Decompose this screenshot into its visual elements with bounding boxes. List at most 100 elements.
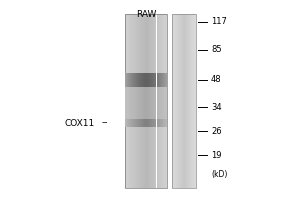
- Bar: [155, 119, 156, 127]
- Bar: [161, 87, 162, 119]
- Bar: [152, 14, 153, 188]
- Bar: [133, 73, 134, 87]
- Text: (kD): (kD): [211, 170, 227, 180]
- Bar: [128, 87, 129, 119]
- Bar: [140, 87, 141, 119]
- Bar: [165, 119, 166, 127]
- Bar: [134, 73, 135, 87]
- Bar: [153, 119, 154, 127]
- Bar: [151, 119, 152, 127]
- Bar: [153, 73, 154, 87]
- Bar: [150, 14, 151, 188]
- Bar: [128, 14, 129, 188]
- Bar: [145, 87, 146, 119]
- Bar: [166, 73, 167, 87]
- Bar: [162, 14, 163, 188]
- Text: 26: 26: [211, 127, 222, 136]
- Bar: [137, 14, 138, 188]
- Bar: [148, 14, 149, 188]
- Bar: [133, 14, 134, 188]
- Bar: [140, 119, 141, 127]
- Bar: [142, 87, 143, 119]
- Bar: [163, 73, 164, 87]
- Bar: [131, 73, 132, 87]
- Bar: [136, 73, 137, 87]
- Bar: [125, 14, 167, 188]
- Bar: [152, 87, 153, 119]
- Bar: [141, 73, 142, 87]
- Bar: [146, 119, 147, 127]
- Bar: [147, 119, 148, 127]
- Bar: [156, 73, 157, 87]
- Bar: [138, 87, 139, 119]
- Bar: [125, 73, 126, 87]
- Bar: [147, 87, 148, 119]
- Text: COX11: COX11: [65, 118, 95, 128]
- Bar: [130, 119, 131, 127]
- Bar: [126, 73, 127, 87]
- Bar: [155, 87, 156, 119]
- Bar: [165, 14, 166, 188]
- Bar: [139, 14, 140, 188]
- Bar: [133, 87, 134, 119]
- Bar: [151, 14, 152, 188]
- Bar: [142, 14, 143, 188]
- Bar: [139, 87, 140, 119]
- Bar: [159, 14, 160, 188]
- Bar: [140, 14, 141, 188]
- Bar: [138, 14, 139, 188]
- Bar: [125, 14, 126, 188]
- Bar: [172, 14, 196, 188]
- Bar: [154, 87, 155, 119]
- Bar: [146, 73, 147, 87]
- Bar: [130, 73, 131, 87]
- Bar: [154, 119, 155, 127]
- Bar: [165, 87, 166, 119]
- Bar: [148, 119, 149, 127]
- Bar: [152, 119, 153, 127]
- Bar: [139, 119, 140, 127]
- Bar: [147, 14, 148, 188]
- Bar: [143, 14, 144, 188]
- Bar: [132, 87, 133, 119]
- Bar: [129, 119, 130, 127]
- Bar: [138, 73, 139, 87]
- Bar: [156, 87, 157, 119]
- Bar: [164, 73, 165, 87]
- Bar: [149, 73, 150, 87]
- Bar: [163, 119, 164, 127]
- Bar: [153, 14, 154, 188]
- Bar: [166, 14, 167, 188]
- Bar: [136, 87, 137, 119]
- Bar: [160, 119, 161, 127]
- Bar: [137, 119, 138, 127]
- Bar: [125, 87, 126, 119]
- Bar: [126, 119, 127, 127]
- Bar: [162, 119, 163, 127]
- Bar: [131, 119, 132, 127]
- Bar: [160, 14, 161, 188]
- Text: 34: 34: [211, 102, 222, 112]
- Bar: [162, 73, 163, 87]
- Bar: [161, 73, 162, 87]
- Bar: [150, 87, 151, 119]
- Bar: [127, 73, 128, 87]
- Bar: [155, 14, 156, 188]
- Bar: [163, 14, 164, 188]
- Bar: [143, 119, 144, 127]
- Bar: [158, 87, 159, 119]
- Bar: [158, 14, 159, 188]
- Bar: [137, 73, 138, 87]
- Bar: [126, 87, 127, 119]
- Text: 117: 117: [211, 18, 227, 26]
- Bar: [144, 87, 145, 119]
- Bar: [135, 87, 136, 119]
- Bar: [146, 14, 147, 188]
- Bar: [132, 73, 133, 87]
- Bar: [138, 119, 139, 127]
- Bar: [125, 119, 126, 127]
- Bar: [143, 87, 144, 119]
- Bar: [141, 14, 142, 188]
- Bar: [142, 73, 143, 87]
- Bar: [144, 119, 145, 127]
